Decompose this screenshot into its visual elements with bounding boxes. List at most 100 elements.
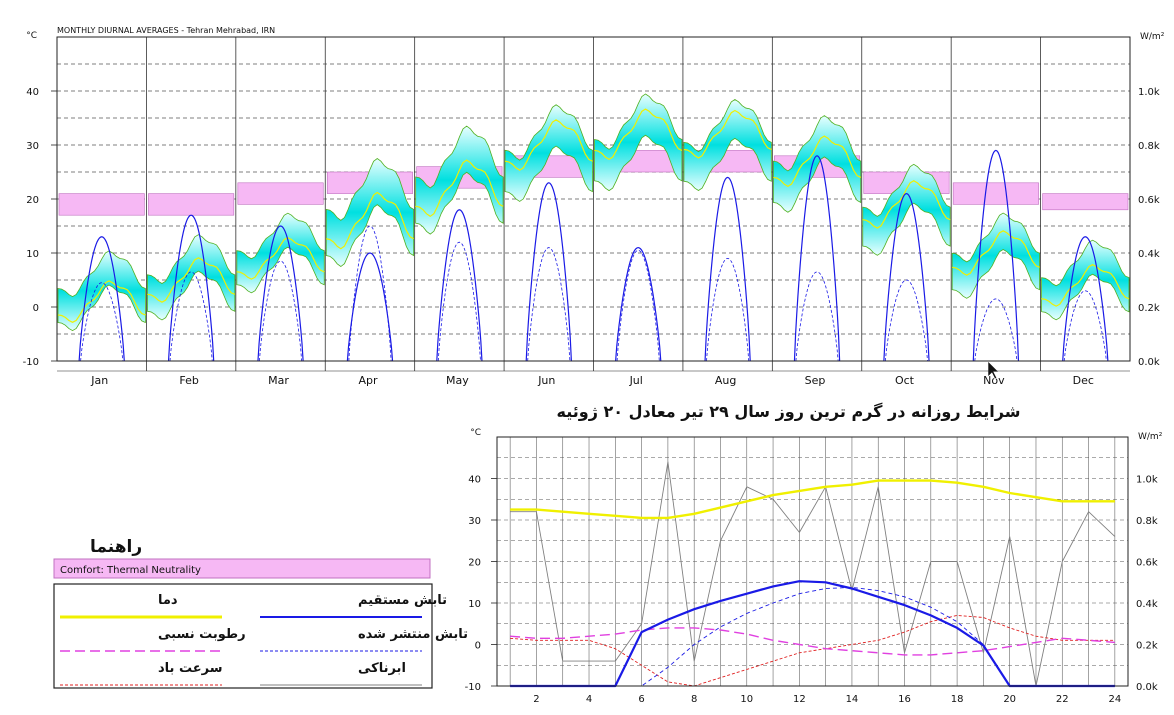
direct-radiation-curve xyxy=(78,236,125,362)
legend-wind-speed-label: سرعت باد xyxy=(158,661,222,676)
y2-tick-label: 0.8k xyxy=(1138,141,1160,152)
comfort-band xyxy=(1042,193,1129,211)
legend-temperature-label: دما xyxy=(158,593,178,608)
temperature-mean-line xyxy=(326,191,414,250)
comfort-band xyxy=(952,182,1039,205)
y2-axis-unit: W/m² xyxy=(1140,32,1165,42)
x-tick-label: 22 xyxy=(1056,694,1069,705)
y2-axis-unit: W/m² xyxy=(1138,432,1163,442)
legend-diffuse-radiation-label: تابش منتشر شده xyxy=(358,627,468,642)
x-tick-label: 8 xyxy=(691,694,697,705)
diffuse-radiation-curve xyxy=(795,271,839,362)
x-tick-label: 16 xyxy=(898,694,911,705)
legend-box: راهنما Comfort: Thermal Neutrality دما تابش… xyxy=(53,537,468,689)
y-tick-label: 20 xyxy=(26,195,39,206)
diffuse-radiation-curve xyxy=(169,271,213,362)
direct-radiation-curve xyxy=(257,225,304,362)
y-tick-label: 0 xyxy=(33,303,39,314)
temperature-range-band xyxy=(862,163,951,256)
x-tick-label: 10 xyxy=(740,694,753,705)
legend-cloudiness-label: ابرناکی xyxy=(358,661,406,676)
diffuse-radiation-curve xyxy=(80,282,124,362)
y2-tick-label: 0.2k xyxy=(1136,641,1158,652)
diffuse-radiation-curve xyxy=(884,279,928,362)
cloudiness-line xyxy=(510,461,1116,687)
x-tick-label: 12 xyxy=(793,694,806,705)
diffuse-radiation-curve xyxy=(437,241,481,362)
month-label: Mar xyxy=(268,374,289,387)
temperature-mean-line xyxy=(415,159,504,218)
month-label: Jan xyxy=(90,374,108,387)
y-tick-label: 40 xyxy=(26,87,39,98)
y-tick-label: 40 xyxy=(468,475,481,486)
diffuse-radiation-curve xyxy=(348,225,392,362)
legend-title: راهنما xyxy=(90,537,142,557)
comfort-band xyxy=(58,193,145,216)
y2-tick-label: 0.6k xyxy=(1136,558,1158,569)
comfort-band xyxy=(148,193,235,216)
diffuse-radiation-curve xyxy=(527,247,571,362)
month-label: Jul xyxy=(629,374,643,387)
temperature-mean-line xyxy=(147,257,236,303)
temperature-mean-line xyxy=(952,230,1040,276)
diffuse-radiation-curve xyxy=(1063,290,1107,362)
y2-tick-label: 0.4k xyxy=(1136,599,1158,610)
temperature-mean-line xyxy=(862,180,951,229)
chart-title: MONTHLY DIURNAL AVERAGES - Tehran Mehrab… xyxy=(57,26,275,35)
y2-tick-label: 0.6k xyxy=(1138,195,1160,206)
y2-tick-label: 1.0k xyxy=(1136,475,1158,486)
y-tick-label: -10 xyxy=(465,682,481,693)
y2-tick-label: 0.2k xyxy=(1138,303,1160,314)
direct-radiation-curve xyxy=(615,246,662,362)
y-tick-label: 20 xyxy=(468,558,481,569)
temperature-range-band xyxy=(683,99,772,191)
x-tick-label: 18 xyxy=(951,694,964,705)
y-tick-label: 10 xyxy=(26,249,39,260)
humidity-line xyxy=(510,627,1115,656)
y-axis-unit: °C xyxy=(26,31,37,41)
temperature-range-band xyxy=(951,212,1040,299)
diffuse-radiation-curve xyxy=(974,298,1018,362)
direct-radiation-curve xyxy=(167,214,215,362)
comfort-swatch xyxy=(53,558,431,579)
legend-humidity-label: رطوبت نسبی xyxy=(158,627,246,642)
month-label: Feb xyxy=(179,374,198,387)
y-axis-unit: °C xyxy=(470,428,481,438)
legend-direct-radiation-label: تابش مستقیم xyxy=(358,593,447,608)
chart-title: شرایط روزانه در گرم ترین روز سال ۲۹ تیر … xyxy=(557,402,1021,421)
x-tick-label: 14 xyxy=(846,694,859,705)
monthly-diurnal-chart: Jan Feb Mar Apr May Jun Jul Aug Sep Oct Nov Dec -10 0… xyxy=(23,26,1165,387)
temperature-mean-line xyxy=(57,280,146,323)
temperature-mean-line xyxy=(773,135,862,188)
direct-radiation-curve xyxy=(704,176,751,362)
temperature-mean-line xyxy=(236,237,325,280)
temperature-mean-line xyxy=(504,119,593,171)
month-label: Dec xyxy=(1073,374,1094,387)
month-label: Sep xyxy=(805,374,826,387)
direct-radiation-curve xyxy=(972,149,1020,362)
direct-radiation-curve xyxy=(525,182,572,362)
y-tick-label: 30 xyxy=(468,516,481,527)
wind-speed-line xyxy=(510,614,1115,687)
comfort-label: Comfort: Thermal Neutrality xyxy=(60,565,201,576)
y2-tick-label: 0.4k xyxy=(1138,249,1160,260)
x-tick-label: 6 xyxy=(638,694,644,705)
direct-radiation-curve xyxy=(1062,236,1109,362)
diffuse-radiation-curve xyxy=(706,257,750,362)
y2-tick-label: 0.8k xyxy=(1136,516,1158,527)
direct-radiation-curve xyxy=(793,155,841,362)
temperature-mean-line xyxy=(594,108,683,161)
legend-frame xyxy=(53,583,433,689)
y-tick-label: 0 xyxy=(475,641,481,652)
y-tick-label: 10 xyxy=(468,599,481,610)
month-label: Jun xyxy=(537,374,555,387)
y-tick-label: 30 xyxy=(26,141,39,152)
comfort-band xyxy=(237,182,324,205)
diffuse-radiation-curve xyxy=(259,260,303,362)
month-label: Oct xyxy=(895,374,915,387)
month-label: May xyxy=(446,374,469,387)
month-label: Nov xyxy=(983,374,1005,387)
temperature-range-band xyxy=(772,115,862,213)
